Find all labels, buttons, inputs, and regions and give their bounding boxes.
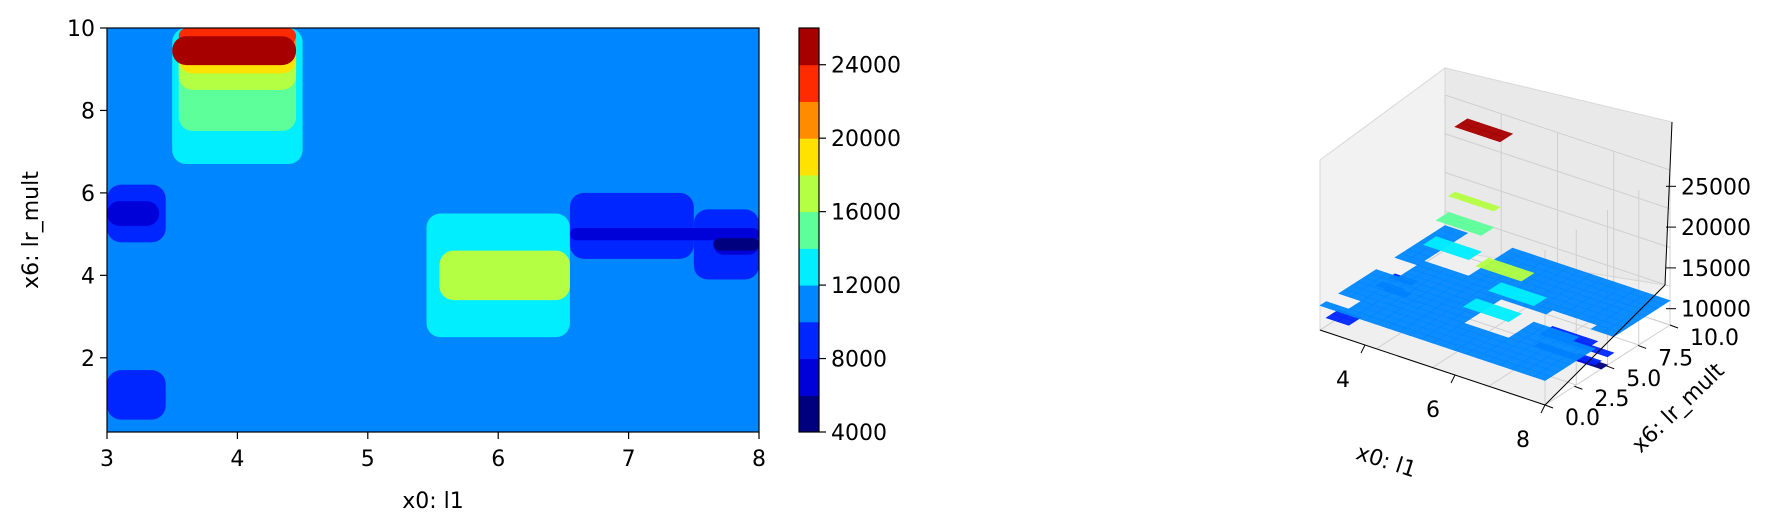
surface-x-tick-label-1: 6 <box>1426 398 1440 423</box>
surface-y-tick-label-3: 7.5 <box>1658 346 1693 371</box>
surface-x-tick-mark-0 <box>1360 344 1366 354</box>
contour-y-tick-label-4: 10 <box>67 17 95 42</box>
colorbar-tick-label-2: 12000 <box>831 274 901 299</box>
contour-x-axis-label: x0: l1 <box>402 489 464 514</box>
surface-y-tick-label-0: 0.0 <box>1565 406 1600 431</box>
surface-3d-mesh <box>1319 118 1671 381</box>
contour-y-axis-label: x6: lr_mult <box>19 171 44 289</box>
surface-facet-305 <box>1509 272 1529 282</box>
colorbar-band-0 <box>799 395 819 433</box>
contour-region-11 <box>107 370 166 420</box>
colorbar-frame <box>798 27 820 433</box>
colorbar-tick-label-0: 4000 <box>831 421 887 446</box>
surface-x-tick-label-0: 4 <box>1336 368 1350 393</box>
contour-y-tick-label-1: 4 <box>81 264 95 289</box>
surface-z-tick-label-1: 15000 <box>1681 257 1751 282</box>
surface-3d-chart: 4680.02.55.07.510.010000150002000025000 … <box>1318 67 1751 483</box>
contour-x-tick-label-2: 5 <box>361 447 375 472</box>
surface-x-tick-mark-1 <box>1450 374 1456 384</box>
surface-facet-21 <box>1488 133 1507 143</box>
surface-y-tick-label-4: 10.0 <box>1690 326 1739 351</box>
contour-region-14 <box>569 227 759 241</box>
contour-region-8 <box>439 250 570 301</box>
surface-3d-axes <box>1319 121 1673 406</box>
colorbar-band-4 <box>799 248 819 286</box>
colorbar-band-8 <box>799 101 819 139</box>
colorbar-band-5 <box>799 211 819 249</box>
colorbar-band-1 <box>799 358 819 396</box>
surface-facet-31 <box>1481 202 1501 212</box>
contour-axes-frame <box>106 27 760 433</box>
surface-z-tick-label-3: 25000 <box>1681 175 1751 200</box>
contour-region-16 <box>713 238 759 251</box>
surface-y-tick-mark-0 <box>1544 404 1554 409</box>
contour-y-tick-label-0: 2 <box>81 347 95 372</box>
colorbar-band-9 <box>799 64 819 102</box>
surface-z-tick-label-0: 10000 <box>1681 298 1751 323</box>
surface-facet-234 <box>1534 305 1554 315</box>
grid-line-backh-3 <box>1444 133 1671 210</box>
contour-x-ticks: 3 4 5 6 7 8 <box>100 432 766 472</box>
contour-x-tick-label-5: 8 <box>752 447 766 472</box>
colorbar-band-7 <box>799 138 819 176</box>
contour-region-10 <box>107 201 160 226</box>
surface-facet-48 <box>1469 227 1489 236</box>
surface-y-tick-mark-3 <box>1637 344 1647 349</box>
colorbar: 4000 8000 12000 16000 20000 24000 <box>798 27 901 446</box>
contour-x-tick-label-0: 3 <box>100 447 114 472</box>
contour-chart: 3 4 5 6 7 8 2 4 6 8 10 x0: l1 x6: lr_mult <box>19 17 766 514</box>
surface-x-axis-line <box>1319 329 1546 406</box>
colorbar-tick-label-4: 20000 <box>831 127 901 152</box>
contour-x-tick-label-4: 7 <box>622 447 636 472</box>
surface-facet-355 <box>1583 356 1602 366</box>
surface-facet-271 <box>1521 297 1541 307</box>
surface-x-tick-mark-2 <box>1540 404 1546 414</box>
colorbar-tick-label-5: 24000 <box>831 54 901 79</box>
grid-line-backh-2 <box>1444 172 1671 248</box>
surface-3d-ticks: 4 6 8 0.02.55.07.510.0 10000 15000 20000 25000 <box>1336 175 1751 453</box>
contour-region-12 <box>569 192 694 259</box>
surface-facet-399 <box>1533 372 1552 381</box>
surface-y-axis-line <box>1544 284 1666 406</box>
contour-x-tick-label-1: 4 <box>230 447 244 472</box>
colorbar-tick-label-1: 8000 <box>831 348 887 373</box>
contour-plot-area <box>107 28 759 432</box>
contour-y-tick-label-3: 8 <box>81 99 95 124</box>
surface-facet-334 <box>1595 348 1615 358</box>
surface-facet-329 <box>1496 313 1516 323</box>
colorbar-band-6 <box>799 174 819 213</box>
colorbar-bands <box>799 28 819 433</box>
surface-z-axis-line <box>1664 121 1673 286</box>
surface-z-tick-label-2: 20000 <box>1681 216 1751 241</box>
contour-x-tick-label-3: 6 <box>491 447 505 472</box>
contour-y-ticks: 2 4 6 8 10 <box>67 17 107 372</box>
colorbar-band-10 <box>799 28 819 66</box>
surface-x-tick-label-2: 8 <box>1516 428 1530 453</box>
surface-x-axis-label: x0: l1 <box>1353 440 1419 483</box>
colorbar-ticks: 4000 8000 12000 16000 20000 24000 <box>819 54 901 446</box>
colorbar-band-3 <box>799 285 819 323</box>
contour-region-6 <box>172 36 297 66</box>
surface-y-tick-mark-1 <box>1574 385 1583 390</box>
surface-facet-69 <box>1456 251 1476 261</box>
contour-y-tick-label-2: 6 <box>81 182 95 207</box>
surface-y-tick-label-2: 5.0 <box>1626 367 1661 392</box>
surface-y-tick-mark-4 <box>1669 324 1679 329</box>
grid-line-backh-4 <box>1444 94 1671 171</box>
surface-y-tick-mark-2 <box>1606 365 1615 370</box>
surface-facet-208 <box>1336 317 1356 326</box>
colorbar-tick-label-3: 16000 <box>831 201 901 226</box>
surface-y-tick-label-1: 2.5 <box>1594 387 1629 412</box>
colorbar-band-2 <box>799 321 819 360</box>
